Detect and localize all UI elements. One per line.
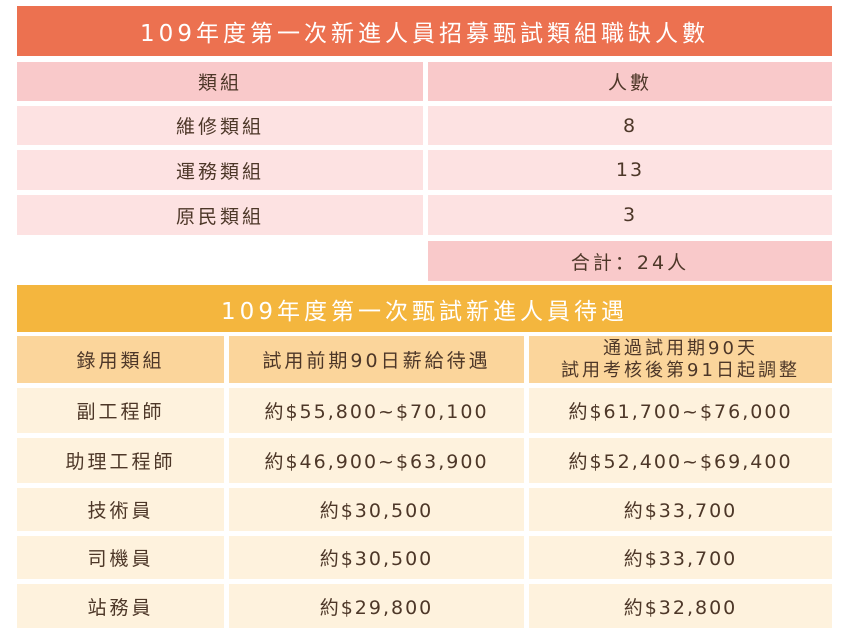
table1-header-category: 類組 xyxy=(17,62,423,101)
table1-title: 109年度第一次新進人員招募甄試類組職缺人數 xyxy=(17,6,832,56)
table1-row-category: 維修類組 xyxy=(17,106,423,145)
table2-row-probation-salary: 約$55,800~$70,100 xyxy=(229,388,524,433)
table1-row-category: 原民類組 xyxy=(17,195,423,235)
table1-row-count: 3 xyxy=(428,195,832,235)
table2-row-category: 副工程師 xyxy=(17,388,224,433)
table1-header-count: 人數 xyxy=(428,62,832,101)
table2-row-probation-salary: 約$30,500 xyxy=(229,488,524,531)
table2-row-adjusted-salary: 約$52,400~$69,400 xyxy=(529,438,832,483)
table1-total: 合計：24人 xyxy=(428,241,832,281)
table2-row-probation-salary: 約$46,900~$63,900 xyxy=(229,438,524,483)
table1-row-count: 8 xyxy=(428,106,832,145)
table2-row-probation-salary: 約$29,800 xyxy=(229,584,524,628)
table2-row-adjusted-salary: 約$32,800 xyxy=(529,584,832,628)
table2-title: 109年度第一次甄試新進人員待遇 xyxy=(17,285,832,332)
table1-row-count: 13 xyxy=(428,150,832,190)
table2-header-probation-salary: 試用前期90日薪給待遇 xyxy=(229,336,524,383)
table2-row-probation-salary: 約$30,500 xyxy=(229,536,524,579)
table2-row-category: 站務員 xyxy=(17,584,224,628)
table2-row-category: 助理工程師 xyxy=(17,438,224,483)
table2-row-adjusted-salary: 約$33,700 xyxy=(529,536,832,579)
table2-header-adjusted-line1: 通過試用期90天 xyxy=(603,337,758,359)
table2-row-adjusted-salary: 約$61,700~$76,000 xyxy=(529,388,832,433)
table2-row-adjusted-salary: 約$33,700 xyxy=(529,488,832,531)
table2-header-adjusted-line2: 試用考核後第91日起調整 xyxy=(561,359,800,381)
table2-header-adjusted-salary: 通過試用期90天 試用考核後第91日起調整 xyxy=(529,336,832,383)
table1-row-category: 運務類組 xyxy=(17,150,423,190)
table2-row-category: 技術員 xyxy=(17,488,224,531)
table2-header-category: 錄用類組 xyxy=(17,336,224,383)
table2-row-category: 司機員 xyxy=(17,536,224,579)
